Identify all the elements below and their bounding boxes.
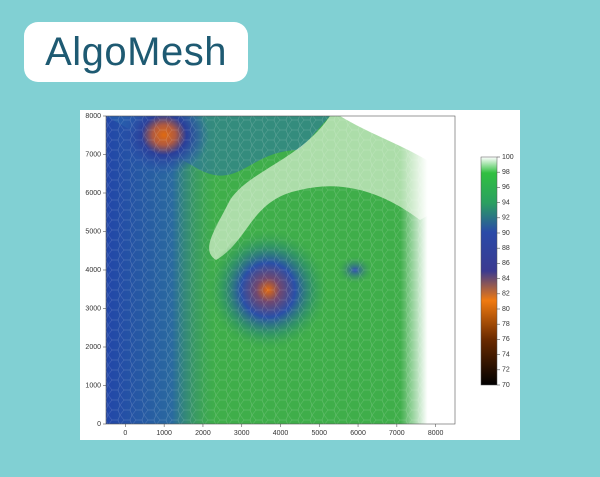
x-tick-label: 0 <box>123 430 127 437</box>
x-tick-label: 4000 <box>273 430 289 437</box>
x-tick-label: 6000 <box>350 430 366 437</box>
colorbar-tick-label: 70 <box>502 382 510 389</box>
x-tick-label: 8000 <box>428 430 444 437</box>
colorbar-tick-label: 90 <box>502 230 510 237</box>
x-tick-label: 1000 <box>156 430 172 437</box>
colorbar-tick-label: 74 <box>502 351 510 358</box>
colorbar-tick-label: 100 <box>502 154 514 161</box>
logo: AlgoMesh <box>24 22 248 82</box>
y-tick-label: 2000 <box>85 344 101 351</box>
colorbar-tick-label: 80 <box>502 306 510 313</box>
contour-field <box>106 116 455 424</box>
colorbar-tick-label: 78 <box>502 321 510 328</box>
colorbar-tick-label: 86 <box>502 260 510 267</box>
colorbar-tick-label: 96 <box>502 184 510 191</box>
colorbar-tick-label: 94 <box>502 199 510 206</box>
colorbar-tick-label: 82 <box>502 291 510 298</box>
colorbar-tick-label: 76 <box>502 336 510 343</box>
y-tick-label: 4000 <box>85 267 101 274</box>
colorbar-tick-label: 72 <box>502 367 510 374</box>
x-tick-label: 2000 <box>195 430 211 437</box>
y-tick-label: 0 <box>97 421 101 428</box>
y-tick-label: 5000 <box>85 228 101 235</box>
colorbar-tick-label: 98 <box>502 169 510 176</box>
y-tick-label: 3000 <box>85 305 101 312</box>
y-tick-label: 8000 <box>85 113 101 120</box>
x-tick-label: 7000 <box>389 430 405 437</box>
x-tick-label: 3000 <box>234 430 250 437</box>
colorbar-tick-label: 88 <box>502 245 510 252</box>
x-tick-label: 5000 <box>311 430 327 437</box>
y-tick-label: 7000 <box>85 151 101 158</box>
y-tick-label: 1000 <box>85 382 101 389</box>
y-tick-label: 6000 <box>85 190 101 197</box>
colorbar-tick-label: 84 <box>502 275 510 282</box>
colorbar <box>480 156 498 386</box>
colorbar-tick-label: 92 <box>502 215 510 222</box>
